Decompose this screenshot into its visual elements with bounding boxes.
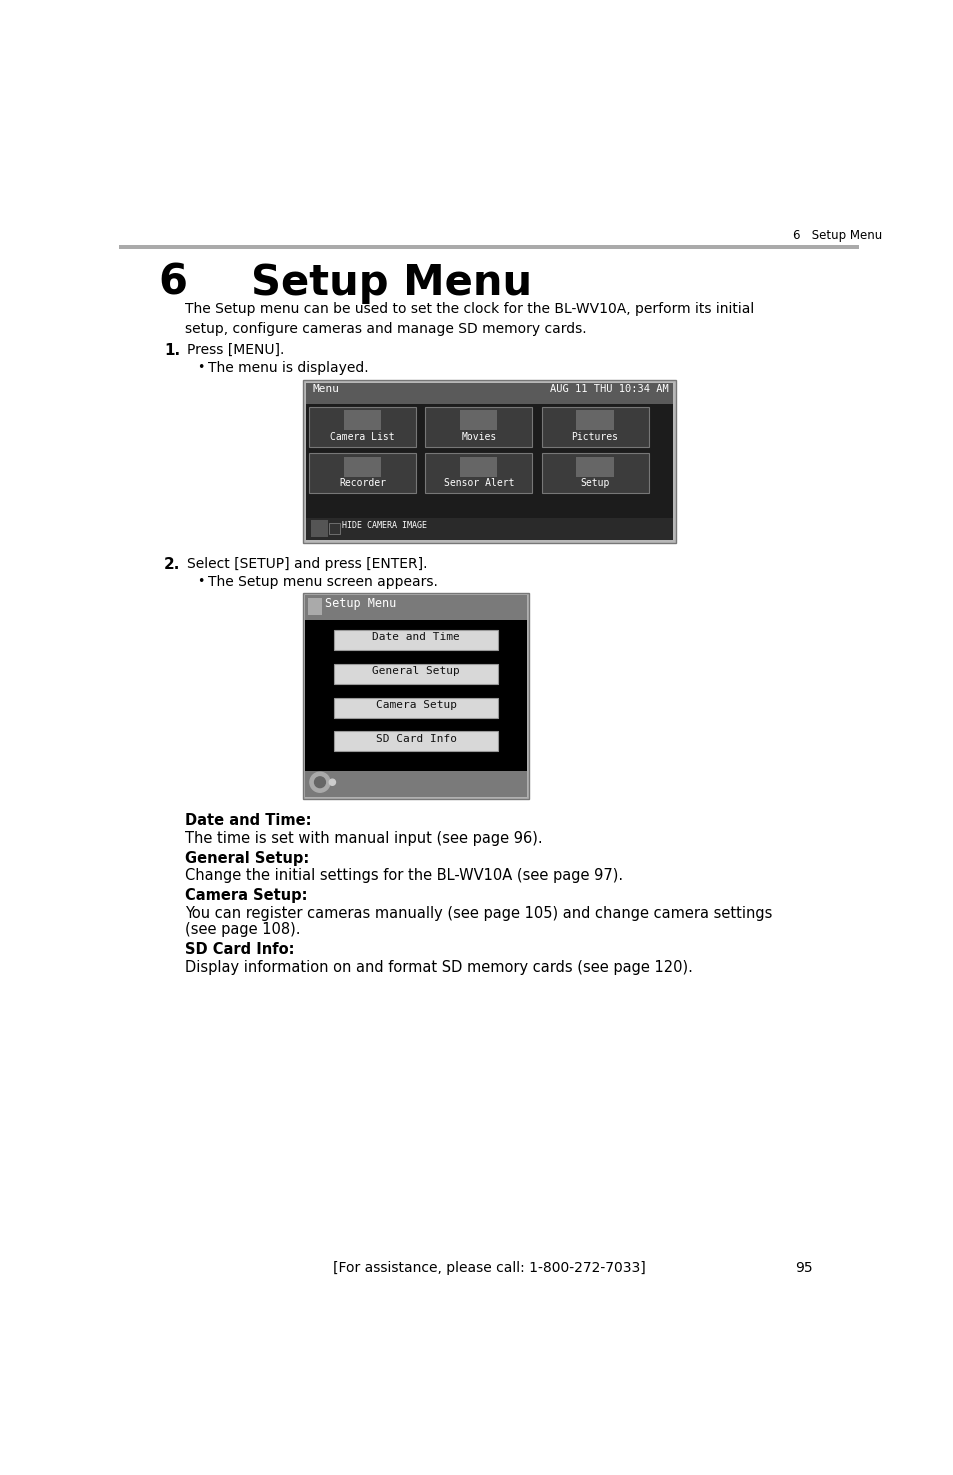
Bar — [334, 732, 497, 751]
Bar — [306, 382, 673, 404]
Text: Camera Setup:: Camera Setup: — [185, 888, 307, 904]
Bar — [309, 453, 416, 494]
Circle shape — [329, 779, 335, 785]
Bar — [425, 453, 532, 494]
Text: The time is set with manual input (see page 96).: The time is set with manual input (see p… — [185, 830, 542, 845]
Bar — [541, 453, 648, 494]
Text: SD Card Info: SD Card Info — [375, 733, 456, 743]
Bar — [303, 379, 676, 543]
Bar — [334, 630, 497, 650]
Text: The Setup menu can be used to set the clock for the BL-WV10A, perform its initia: The Setup menu can be used to set the cl… — [185, 302, 754, 336]
Text: Camera List: Camera List — [330, 432, 395, 442]
Text: The Setup menu screen appears.: The Setup menu screen appears. — [208, 575, 437, 589]
Bar — [459, 410, 497, 431]
Text: Camera Setup: Camera Setup — [375, 699, 456, 709]
Text: Date and Time: Date and Time — [372, 633, 459, 642]
Bar — [303, 593, 529, 799]
Bar — [344, 456, 381, 476]
Bar — [541, 407, 648, 447]
Text: SD Card Info:: SD Card Info: — [185, 943, 294, 957]
Text: 6   Setup Menu: 6 Setup Menu — [793, 229, 882, 242]
Bar — [334, 664, 497, 683]
Bar — [311, 519, 328, 537]
Text: The menu is displayed.: The menu is displayed. — [208, 361, 369, 375]
Bar — [344, 410, 381, 431]
Text: 6: 6 — [158, 261, 187, 304]
Text: Date and Time:: Date and Time: — [185, 813, 312, 827]
Text: General Setup: General Setup — [372, 665, 459, 676]
Text: Change the initial settings for the BL-WV10A (see page 97).: Change the initial settings for the BL-W… — [185, 869, 622, 884]
Bar — [119, 245, 858, 249]
Text: Press [MENU].: Press [MENU]. — [187, 344, 285, 357]
Bar — [305, 594, 526, 797]
Text: Setup: Setup — [579, 478, 609, 488]
Text: (see page 108).: (see page 108). — [185, 922, 300, 937]
Bar — [459, 456, 497, 476]
Circle shape — [314, 777, 325, 788]
Bar — [576, 410, 613, 431]
Bar — [305, 594, 526, 620]
Text: Recorder: Recorder — [338, 478, 386, 488]
Bar — [306, 518, 673, 540]
Circle shape — [310, 773, 330, 792]
Text: General Setup:: General Setup: — [185, 851, 309, 866]
Text: You can register cameras manually (see page 105) and change camera settings: You can register cameras manually (see p… — [185, 906, 772, 922]
Bar — [334, 698, 497, 717]
Text: 95: 95 — [795, 1261, 812, 1276]
Text: Pictures: Pictures — [571, 432, 618, 442]
Text: Display information on and format SD memory cards (see page 120).: Display information on and format SD mem… — [185, 960, 692, 975]
Text: Setup Menu: Setup Menu — [324, 597, 395, 609]
Text: Menu: Menu — [312, 384, 339, 394]
Text: Select [SETUP] and press [ENTER].: Select [SETUP] and press [ENTER]. — [187, 558, 428, 571]
Bar — [308, 599, 322, 615]
Text: Movies: Movies — [460, 432, 496, 442]
Text: Setup Menu: Setup Menu — [193, 261, 532, 304]
Text: 1.: 1. — [164, 344, 180, 358]
Bar — [306, 382, 673, 540]
Text: Sensor Alert: Sensor Alert — [443, 478, 514, 488]
Bar — [309, 407, 416, 447]
Text: [For assistance, please call: 1-800-272-7033]: [For assistance, please call: 1-800-272-… — [333, 1261, 644, 1276]
Text: •: • — [196, 361, 204, 375]
Bar — [576, 456, 613, 476]
Text: AUG 11 THU 10:34 AM: AUG 11 THU 10:34 AM — [549, 384, 668, 394]
Text: •: • — [196, 575, 204, 589]
Bar — [305, 771, 526, 797]
Bar — [425, 407, 532, 447]
Text: 2.: 2. — [164, 558, 180, 572]
Bar — [329, 522, 340, 534]
Text: HIDE CAMERA IMAGE: HIDE CAMERA IMAGE — [341, 521, 426, 530]
